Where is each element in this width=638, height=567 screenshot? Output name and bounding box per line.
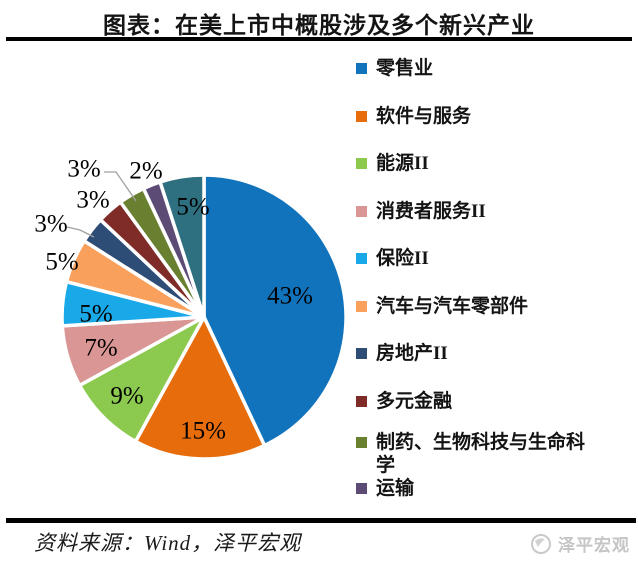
legend-item-7: 多元金融 (356, 390, 590, 413)
legend-swatch-icon (356, 483, 367, 494)
pie-label-outside-7: 3% (76, 187, 109, 214)
legend-label: 多元金融 (376, 391, 453, 412)
label-leader-line-1 (104, 171, 137, 202)
legend-item-6: 房地产II (356, 342, 590, 365)
legend-swatch-icon (356, 111, 367, 122)
legend-label: 房地产II (376, 343, 448, 364)
pie-label-inside-0: 43% (267, 283, 313, 310)
pie-label-outside-6: 3% (34, 211, 67, 238)
legend-item-9: 运输 (356, 477, 590, 500)
legend-swatch-icon (356, 396, 367, 407)
pie-label-inside-10: 5% (176, 194, 209, 221)
pie-label-inside-2: 9% (110, 383, 143, 410)
footer-rule (6, 518, 636, 523)
pie-label-inside-4: 5% (79, 301, 112, 328)
watermark: 泽平宏观 (530, 531, 630, 556)
legend-swatch-icon (356, 63, 367, 74)
zepinghongguan-logo-icon (531, 533, 551, 554)
legend-label: 保险II (376, 248, 429, 269)
legend-label: 汽车与汽车零部件 (376, 296, 529, 317)
pie-slice-1 (133, 315, 267, 461)
legend-swatch-icon (356, 301, 367, 312)
legend-item-1: 软件与服务 (356, 105, 590, 128)
pie-slice-0 (202, 173, 348, 448)
legend-label: 制药、生物科技与生命科学 (376, 432, 586, 476)
legend-item-8: 制药、生物科技与生命科学 (356, 431, 590, 477)
legend-label: 软件与服务 (376, 106, 472, 127)
legend-item-4: 保险II (356, 247, 590, 270)
legend-item-5: 汽车与汽车零部件 (356, 295, 590, 318)
pie-label-outside-5: 5% (45, 249, 78, 276)
legend-label: 零售业 (376, 58, 434, 79)
legend-item-2: 能源II (356, 152, 590, 175)
chart-title: 图表：在美上市中概股涉及多个新兴产业 (103, 13, 535, 38)
watermark-text: 泽平宏观 (558, 536, 630, 555)
legend-swatch-icon (356, 437, 367, 448)
legend-label: 能源II (376, 153, 429, 174)
legend-item-0: 零售业 (356, 57, 590, 80)
legend-label: 运输 (376, 478, 415, 499)
source-note: 资料来源：Wind，泽平宏观 (34, 531, 302, 555)
legend-label: 消费者服务II (376, 201, 486, 222)
pie-slice-10 (158, 173, 206, 319)
pie-label-inside-1: 15% (180, 418, 226, 445)
chart-legend: 零售业软件与服务能源II 消费者服务II 保险II 汽车与汽车零部件 房地产II 多元金融… (356, 0, 634, 510)
legend-item-3: 消费者服务II (356, 200, 590, 223)
label-leader-line-0 (66, 226, 95, 238)
legend-swatch-icon (356, 158, 367, 169)
legend-swatch-icon (356, 253, 367, 264)
pie-label-outside-9: 2% (129, 158, 162, 185)
pie-label-inside-3: 7% (84, 335, 117, 362)
legend-swatch-icon (356, 348, 367, 359)
pie-label-outside-8: 3% (67, 156, 100, 183)
legend-swatch-icon (356, 206, 367, 217)
title-underline (6, 37, 632, 41)
